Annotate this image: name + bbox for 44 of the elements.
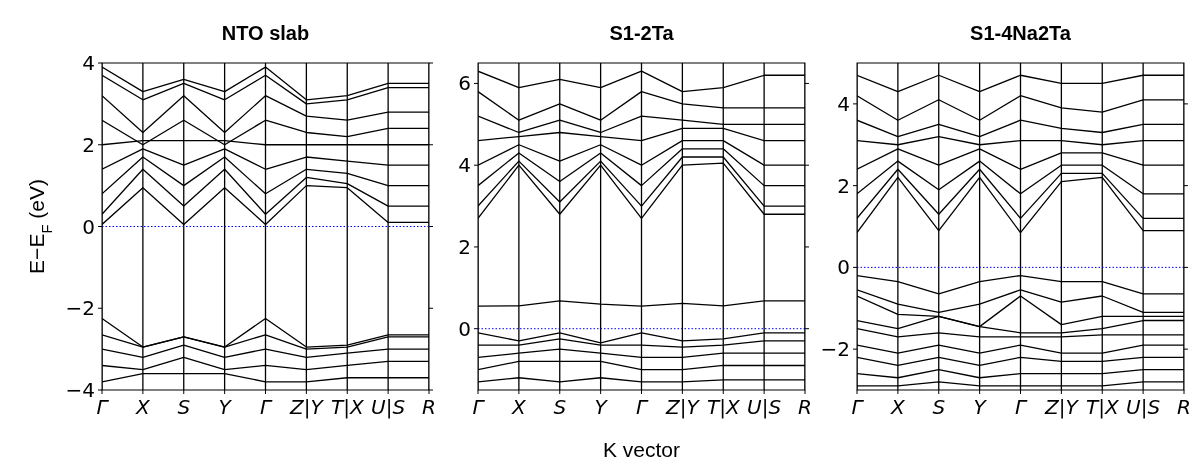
y-tick-label: 0 [458,316,471,341]
x-tick-label: Y [218,395,233,419]
x-tick-label: U|S [747,395,782,419]
x-tick-label: R [798,395,812,419]
x-tick-label: Y [594,395,609,419]
x-tick-label: Z|Y [665,395,701,419]
y-tick-label: 2 [458,234,471,259]
y-tick-label: 4 [458,153,471,178]
x-tick-label: Γ [1014,395,1028,419]
chart-title: NTO slab [221,22,310,44]
y-tick-label: 0 [837,255,850,280]
x-tick-label: Γ [472,395,486,419]
y-tick-label: 4 [82,51,95,75]
y-tick-label: −2 [820,337,850,362]
x-tick-label: U|S [371,395,406,419]
y-tick-label: −2 [65,296,95,321]
y-tick-label: −4 [65,378,95,402]
chart-title: S1-2Ta [609,22,675,44]
x-tick-label: S [932,395,946,419]
x-tick-label: T|X [706,395,741,419]
x-tick-label: Z|Y [289,395,325,419]
x-tick-label: S [553,395,567,419]
x-tick-label: S [177,395,191,419]
x-tick-label: Γ [851,395,865,419]
y-tick-label: 2 [82,132,95,157]
chart-title: S1-4Na2Ta [970,22,1072,44]
x-tick-label: X [890,395,907,419]
x-tick-label: Γ [635,395,649,419]
y-tick-label: 6 [458,71,471,96]
x-axis-title: K vector [602,438,681,461]
y-tick-label: 4 [837,91,850,116]
x-tick-label: U|S [1126,395,1161,419]
x-tick-label: Z|Y [1044,395,1080,419]
x-tick-label: Γ [96,395,110,419]
x-tick-label: T|X [1085,395,1120,419]
y-tick-label: 0 [82,214,95,239]
x-tick-label: T|X [330,395,365,419]
x-tick-label: Y [973,395,988,419]
x-tick-label: R [422,395,436,419]
x-tick-label: X [511,395,528,419]
y-tick-label: 2 [837,173,850,198]
x-tick-label: X [135,395,152,419]
x-tick-label: R [1177,395,1191,419]
x-tick-label: Γ [259,395,273,419]
